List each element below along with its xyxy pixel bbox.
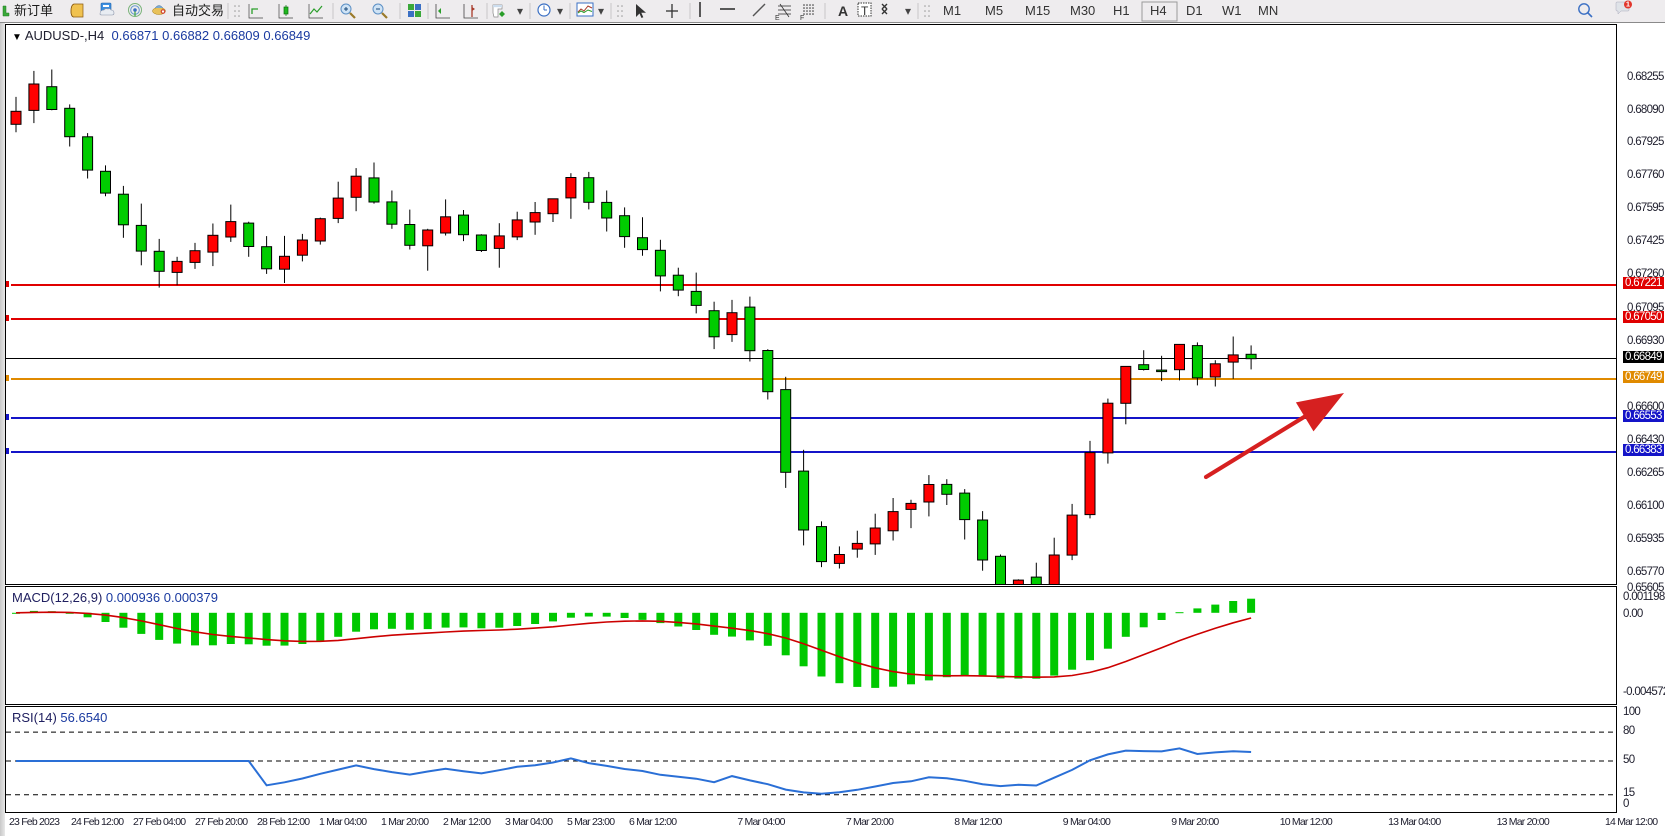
svg-text:M15: M15 xyxy=(1025,3,1050,18)
svg-text:W1: W1 xyxy=(1222,3,1242,18)
svg-text:▾: ▾ xyxy=(557,4,563,18)
svg-text:E: E xyxy=(775,15,780,22)
svg-text:▾: ▾ xyxy=(598,4,604,18)
svg-text:H1: H1 xyxy=(1113,3,1130,18)
svg-text:M30: M30 xyxy=(1070,3,1095,18)
svg-text:M5: M5 xyxy=(985,3,1003,18)
svg-text:▾: ▾ xyxy=(905,4,911,18)
svg-text:▾: ▾ xyxy=(517,4,523,18)
svg-text:1: 1 xyxy=(1626,0,1630,9)
svg-text:M1: M1 xyxy=(943,3,961,18)
svg-text:MN: MN xyxy=(1258,3,1278,18)
svg-text:自动交易: 自动交易 xyxy=(172,3,224,18)
svg-text:T: T xyxy=(861,4,869,18)
svg-text:D1: D1 xyxy=(1186,3,1203,18)
svg-text:A: A xyxy=(838,3,848,19)
svg-text:F: F xyxy=(800,15,804,22)
svg-text:新订单: 新订单 xyxy=(14,3,53,18)
svg-text:H4: H4 xyxy=(1150,3,1167,18)
